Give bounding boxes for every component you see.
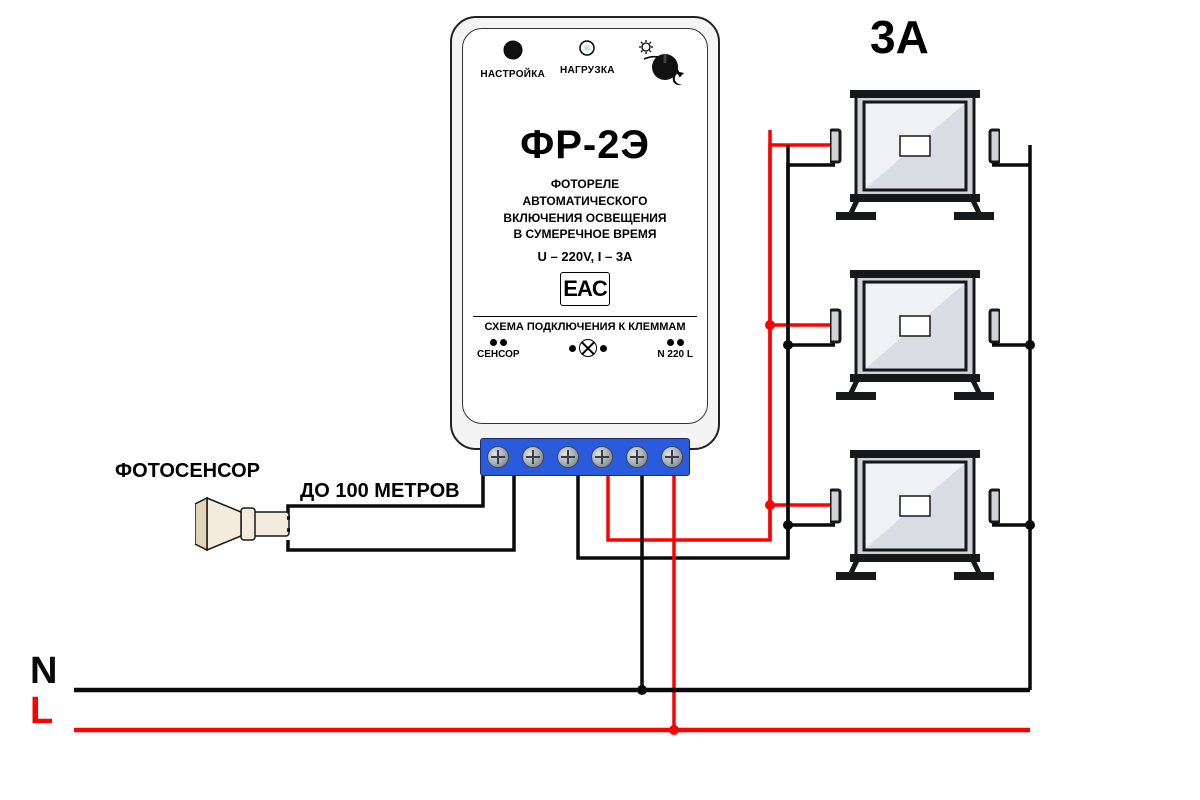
floodlight bbox=[830, 440, 1000, 590]
device-rating: U – 220V, I – 3A bbox=[473, 249, 697, 264]
device-faceplate: НАСТРОЙКА НАГРУЗКА bbox=[462, 28, 708, 424]
lamp-symbol-icon bbox=[579, 339, 597, 357]
device-description: ФОТОРЕЛЕАВТОМАТИЧЕСКОГОВКЛЮЧЕНИЯ ОСВЕЩЕН… bbox=[473, 176, 697, 243]
photorelay-device: НАСТРОЙКА НАГРУЗКА bbox=[450, 16, 720, 476]
device-model: ФР-2Э bbox=[473, 123, 697, 168]
floodlight bbox=[830, 80, 1000, 230]
eac-mark: EAC bbox=[560, 272, 610, 306]
mains-terminal-label: N 220 L bbox=[657, 349, 693, 360]
terminal-screw bbox=[487, 446, 509, 468]
terminal-legend: СЕНСОР N 220 L bbox=[473, 339, 697, 360]
sensor-terminal-label: СЕНСОР bbox=[477, 349, 520, 360]
live-rail-label: L bbox=[30, 690, 53, 733]
load-label: НАГРУЗКА bbox=[560, 65, 615, 76]
neutral-rail-label: N bbox=[30, 650, 57, 693]
terminal-block bbox=[480, 438, 690, 476]
terminal-screw bbox=[522, 446, 544, 468]
floodlight bbox=[830, 260, 1000, 410]
scheme-title: СХЕМА ПОДКЛЮЧЕНИЯ К КЛЕММАМ bbox=[473, 316, 697, 333]
adjust-label: НАСТРОЙКА bbox=[480, 69, 545, 80]
current-rating-label: 3А bbox=[870, 10, 929, 64]
terminal-screw bbox=[557, 446, 579, 468]
photosensor bbox=[195, 490, 290, 575]
terminal-screw bbox=[626, 446, 648, 468]
terminal-screw bbox=[591, 446, 613, 468]
photosensor-title: ФОТОСЕНСОР bbox=[115, 460, 260, 483]
load-led: НАГРУЗКА bbox=[560, 39, 615, 76]
terminal-screw bbox=[661, 446, 683, 468]
device-shell: НАСТРОЙКА НАГРУЗКА bbox=[450, 16, 720, 450]
sensor-distance-label: ДО 100 МЕТРОВ bbox=[300, 480, 460, 503]
diagram-canvas: НАСТРОЙКА НАГРУЗКА bbox=[0, 0, 1200, 800]
adjust-knob: НАСТРОЙКА bbox=[480, 39, 545, 80]
sensitivity-knob bbox=[630, 39, 690, 94]
device-top-controls: НАСТРОЙКА НАГРУЗКА bbox=[473, 39, 697, 117]
